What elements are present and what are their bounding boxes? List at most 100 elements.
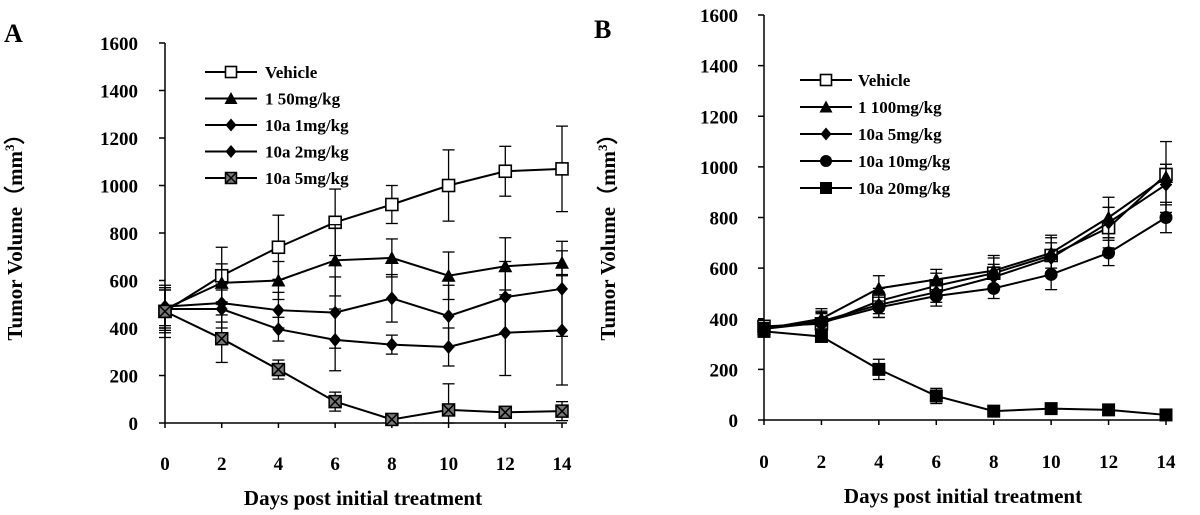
panel-a-legend-label: 10a 1mg/kg [265, 116, 349, 135]
panel-a-data-point [214, 331, 229, 346]
panel-b-data-point [929, 289, 943, 303]
panel-a-data-point [384, 250, 399, 264]
panel-a-ytick-label: 1200 [100, 129, 138, 150]
panel-a-legend-marker [225, 118, 237, 132]
panel-a-xtick-label: 6 [330, 454, 340, 475]
panel-b-legend-marker [819, 73, 833, 87]
panel-a-xtick-label: 10 [439, 454, 458, 475]
panel-a-xtick-label: 2 [217, 454, 227, 475]
panel-a-data-point [498, 405, 513, 420]
panel-a-data-point-cross [442, 403, 456, 417]
panel-b-ytick-label: 1200 [700, 107, 738, 128]
panel-b-data-point [1102, 215, 1115, 230]
panel-a-data-point-cross [385, 412, 399, 426]
panel-b-legend-entry: 10a 20mg/kg [800, 179, 951, 198]
panel-b-xtick-label: 14 [1157, 452, 1177, 473]
panel-b-data-point [1044, 402, 1058, 416]
panel-a-data-point [556, 323, 568, 338]
panel-b-plot-area [757, 140, 1173, 422]
panel-a-legend-entry: 10a 2mg/kg [205, 143, 349, 162]
panel-a-data-point [385, 291, 398, 306]
panel-a-data-point [271, 240, 286, 255]
panel-a: A Tumor Volume（mm3） Days post initial tr… [2, 19, 572, 510]
panel-a-axes: 0 200 400 600 800 1000 1200 1400 1600 0 2 4 6 8 10 12 14 [100, 34, 572, 475]
panel-a-ytick-label: 200 [110, 367, 139, 388]
panel-a-data-point [272, 303, 285, 318]
panel-a-legend: Vehicle 1 50mg/kg 10a 1mg/kg 10a 2mg/kg 10a … [205, 63, 349, 188]
panel-b-xlabel: Days post initial treatment [844, 484, 1082, 508]
panel-a-legend-marker [224, 65, 238, 79]
panel-a-data-point [329, 332, 342, 347]
panel-a-xtick-label: 14 [553, 454, 573, 475]
panel-b-xtick-label: 12 [1099, 452, 1118, 473]
panel-a-data-point-cross [498, 405, 512, 419]
panel-b-legend-label: 1 100mg/kg [858, 98, 942, 117]
panel-a-data-point-cross [328, 395, 342, 409]
panel-b-data-point [1102, 403, 1116, 417]
panel-b-legend-marker [819, 100, 833, 113]
panel-a-label: A [4, 19, 23, 48]
panel-a-data-point [499, 325, 512, 340]
panel-a-series-5 [158, 289, 569, 427]
panel-b-ytick-label: 1400 [700, 57, 738, 78]
panel-b-label: B [594, 15, 611, 44]
panel-b-series-line [763, 216, 1167, 330]
panel-b-legend-label: 10a 10mg/kg [858, 152, 951, 171]
panel-a-xtick-label: 8 [387, 454, 397, 475]
panel-b-legend-marker [820, 182, 832, 194]
panel-b-data-point [1159, 408, 1173, 422]
panel-b-data-point [1159, 211, 1173, 224]
panel-b-data-point [987, 281, 1001, 295]
panel-a-ytick-label: 800 [110, 224, 139, 245]
panel-b-legend-entry: 10a 10mg/kg [800, 152, 951, 171]
panel-a-data-point [441, 403, 456, 417]
panel-a-series-line [164, 167, 563, 313]
panel-a-data-point-cross [271, 363, 285, 377]
panel-a-data-point [441, 178, 456, 193]
panel-a-xtick-label: 0 [160, 454, 170, 475]
panel-b-xtick-label: 2 [817, 452, 827, 473]
panel-a-xlabel: Days post initial treatment [244, 486, 482, 510]
panel-b-xtick-label: 10 [1042, 452, 1061, 473]
panel-a-data-point [328, 394, 342, 409]
panel-b-legend-label: 10a 20mg/kg [858, 179, 951, 198]
panel-a-series-line [164, 287, 563, 318]
panel-a-data-point [441, 268, 456, 282]
panel-b-data-point [1045, 251, 1058, 265]
panel-a-data-point-cross [555, 404, 569, 418]
panel-b-data-point [987, 404, 1001, 418]
panel-a-data-point [328, 253, 343, 267]
panel-a-legend-label: 10a 2mg/kg [265, 143, 349, 162]
panel-b-data-point [1044, 267, 1058, 281]
panel-a-legend-marker [224, 92, 238, 104]
panel-a-plot-area [158, 125, 569, 427]
panel-a-ylabel: Tumor Volume（mm3） [2, 123, 27, 340]
panel-b-legend-marker [820, 127, 832, 141]
panel-a-data-point [555, 404, 569, 418]
panel-a-data-point [555, 162, 569, 176]
panel-a-data-point [271, 273, 286, 287]
panel-a-legend-entry: 10a 1mg/kg [205, 116, 349, 135]
panel-b-axes: 0 200 400 600 800 1000 1200 1400 1600 0 2 4 6 8 10 12 14 [700, 6, 1176, 473]
panel-b-data-point [872, 300, 886, 314]
panel-b-ytick-label: 600 [710, 259, 739, 280]
panel-b-xtick-label: 8 [989, 452, 999, 473]
panel-a-legend-marker [225, 145, 237, 158]
panel-a-ytick-label: 1400 [100, 82, 138, 103]
panel-b-ylabel: Tumor Volume（mm3） [595, 123, 620, 340]
panel-a-ytick-label: 0 [129, 414, 139, 435]
panel-a-data-point-cross [158, 304, 172, 318]
panel-a-legend-entry: Vehicle [205, 63, 318, 82]
panel-b-legend-label: 10a 5mg/kg [858, 125, 942, 144]
panel-a-legend-label: 10a 5mg/kg [265, 169, 349, 188]
panel-a-data-point [385, 337, 398, 352]
panel-b-legend: Vehicle 1 100mg/kg 10a 5mg/kg 10a 10mg/kg 10… [800, 71, 951, 198]
panel-a-series-line [164, 256, 563, 310]
panel-b-series-line [763, 176, 1167, 330]
panel-b-ytick-label: 1000 [700, 158, 738, 179]
panel-b-data-point [814, 316, 828, 330]
panel-a-series-line [165, 308, 563, 349]
panel-a-ytick-label: 400 [110, 319, 139, 340]
panel-a-series-line [164, 310, 563, 421]
panel-b-legend-entry: 1 100mg/kg [800, 98, 942, 117]
